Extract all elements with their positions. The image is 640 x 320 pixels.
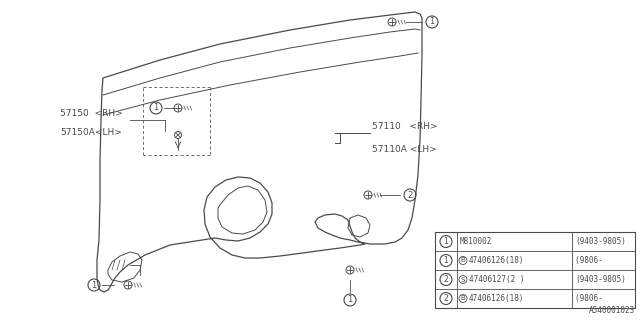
Text: B: B — [461, 258, 465, 263]
Text: 2: 2 — [408, 190, 413, 199]
Text: 57150A<LH>: 57150A<LH> — [60, 128, 122, 137]
Text: (9806-        >): (9806- >) — [575, 294, 640, 303]
Text: 1: 1 — [444, 256, 449, 265]
Text: S: S — [461, 276, 465, 283]
Text: (9403-9805): (9403-9805) — [575, 275, 626, 284]
Text: 1: 1 — [154, 103, 159, 113]
Text: 47406126(18): 47406126(18) — [469, 256, 525, 265]
Text: 1: 1 — [444, 237, 449, 246]
Text: 2: 2 — [444, 275, 449, 284]
Text: (9403-9805): (9403-9805) — [575, 237, 626, 246]
Text: 1: 1 — [348, 295, 353, 305]
Text: (9806-        >): (9806- >) — [575, 256, 640, 265]
Text: B: B — [461, 295, 465, 301]
Text: 2: 2 — [444, 294, 449, 303]
Text: 47406127(2 ): 47406127(2 ) — [469, 275, 525, 284]
Text: 57110   <RH>: 57110 <RH> — [372, 122, 438, 131]
Text: 57110A <LH>: 57110A <LH> — [372, 145, 436, 154]
Text: 1: 1 — [429, 18, 435, 27]
Text: 1: 1 — [92, 281, 97, 290]
Text: A540001023: A540001023 — [589, 306, 635, 315]
Text: M810002: M810002 — [460, 237, 492, 246]
Text: 47406126(18): 47406126(18) — [469, 294, 525, 303]
Text: 57150  <RH>: 57150 <RH> — [60, 109, 123, 118]
